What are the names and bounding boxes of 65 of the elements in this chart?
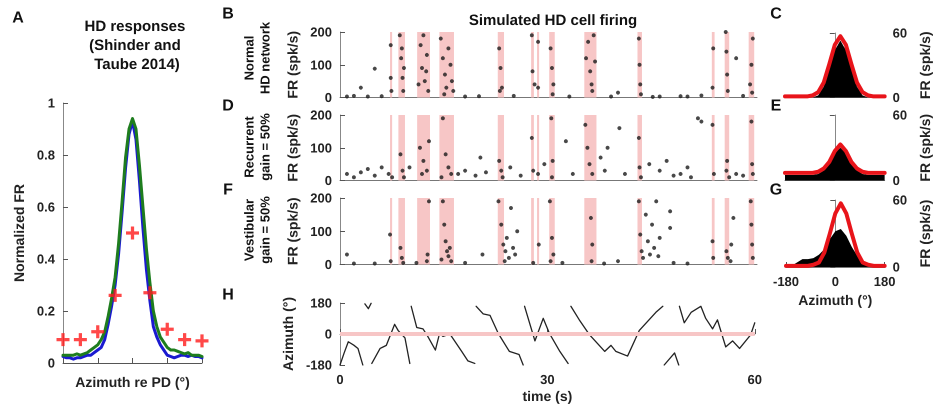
y-tick-label: 100 [310,57,332,72]
x-axis-title: time (s) [522,388,572,404]
point [56,333,70,346]
text: C [770,6,782,22]
chart-title: HD responses (Shinder and Taube 2014) [84,18,190,73]
point [178,333,192,346]
text: Vestibular gain = 50% [242,196,272,264]
y-tick-label: 1 [48,96,55,110]
x-tick-label: 0 [336,372,344,387]
text: G [770,182,782,198]
chart-title: Simulated HD cell firing [468,12,638,29]
text: D [222,98,234,114]
y-tick-label: 0 [892,173,900,188]
x-tick-label: 60 [748,372,762,387]
text: Recurrent gain = 50% [242,112,272,181]
x-tick-label: 30 [540,372,555,387]
y-axis-title: Azimuth (°) [280,296,296,372]
text: F [223,182,234,198]
y-axis-title: FR (spk/s) [917,31,933,100]
y-tick-label: 0 [324,173,332,188]
text: Normal HD network [242,21,272,94]
y-tick-label: 200 [310,24,332,40]
y-tick-label: 0.2 [36,304,55,318]
point [74,333,87,346]
y-axis-title: FR (spk/s) [917,114,933,182]
x-tick-label: 0 [832,274,839,289]
y-tick-label: 0.8 [36,148,55,162]
point [143,286,156,300]
text: E [770,98,782,114]
text: B [222,6,234,22]
line-series [784,201,887,268]
y-tick-label: 200 [310,108,332,122]
y-tick-label: 0 [324,90,332,105]
y-axis-title: Normalized FR [11,184,28,282]
x-axis-title: Azimuth (°) [798,292,872,308]
x-axis-title: Azimuth re PD (°) [75,374,190,390]
line-series [783,142,887,175]
y-tick-label: 0 [48,356,55,370]
y-tick-label: 0 [892,260,900,274]
line-series [783,34,887,98]
y-tick-label: 60 [892,108,908,122]
text: A [12,10,24,26]
point [126,226,139,240]
y-tick-label: 0 [892,90,900,105]
y-tick-label: 0.4 [36,252,56,266]
y-tick-label: 0 [324,257,332,272]
y-tick-label: 100 [310,224,332,239]
y-tick-label: 180 [310,296,332,310]
y-axis-title: FR (spk/s) [284,114,300,182]
text: H [222,286,234,304]
y-tick-label: 60 [892,26,908,40]
y-axis-title: FR (spk/s) [917,200,933,268]
y-axis-title: FR (spk/s) [284,30,300,99]
point [160,322,174,336]
y-tick-label: 200 [310,190,332,206]
y-tick-label: -180 [306,358,332,372]
y-tick-label: 60 [892,192,908,208]
point [108,288,122,302]
y-tick-label: 0 [324,326,332,342]
y-axis-title: FR (spk/s) [284,197,300,266]
y-tick-label: 100 [310,140,332,156]
point [91,325,104,338]
y-tick-label: 0.6 [36,200,55,214]
point [196,334,208,348]
x-tick-label: -180 [772,274,800,289]
